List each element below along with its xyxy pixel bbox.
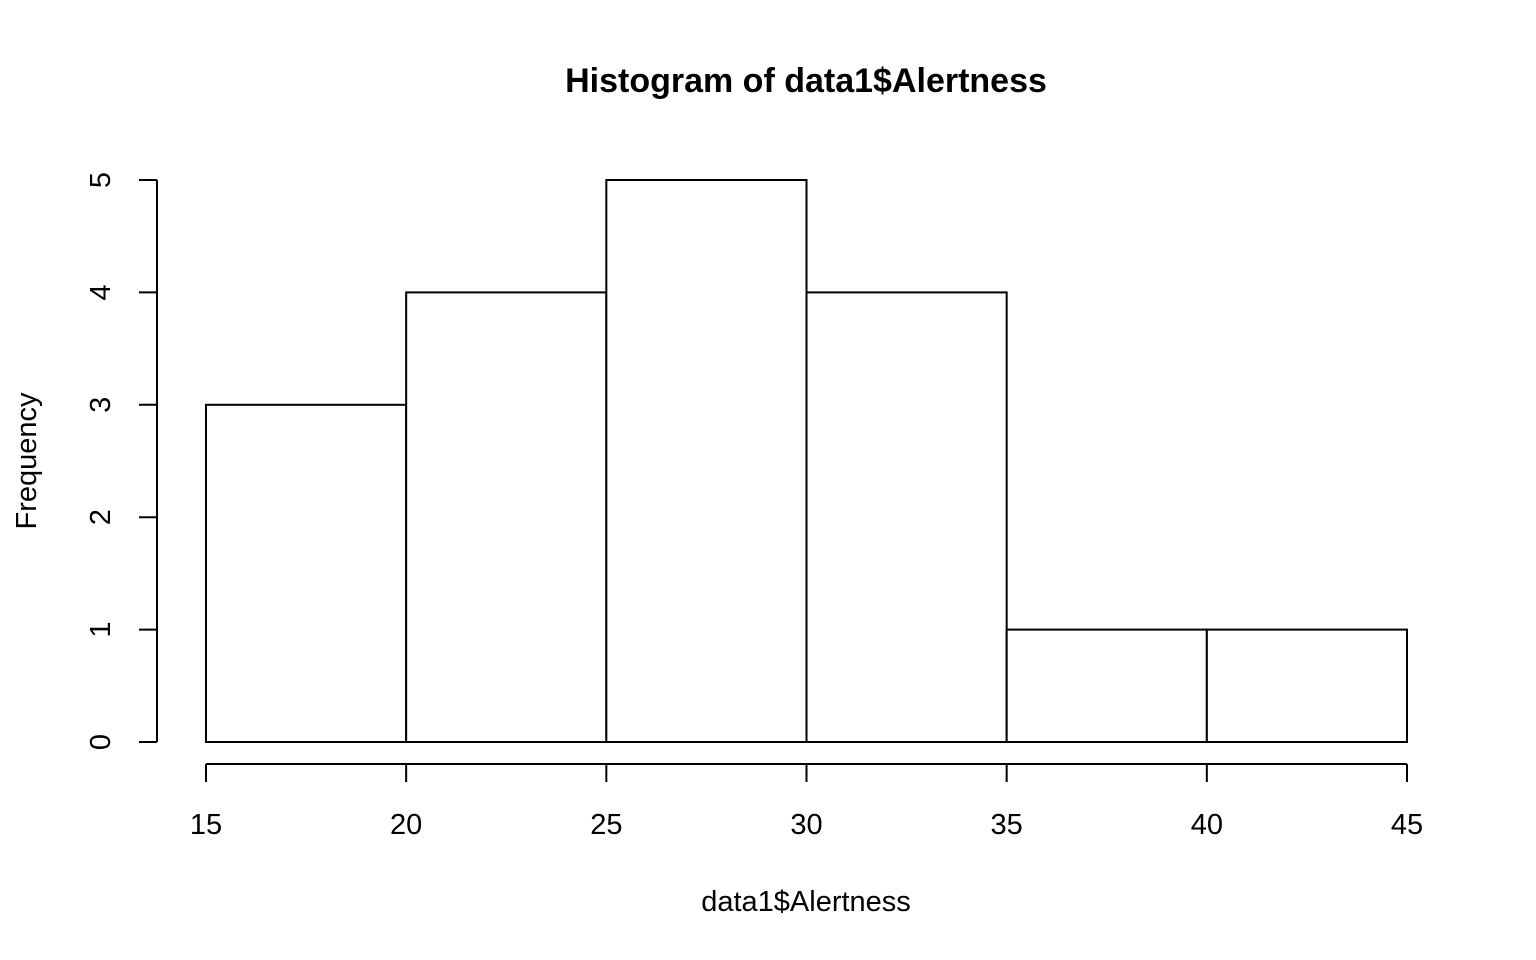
histogram-bar-0 — [205, 403, 408, 743]
histogram-bar-4 — [1005, 628, 1208, 743]
histogram-bar-5 — [1205, 628, 1409, 743]
x-tick-label-3: 30 — [790, 809, 822, 841]
chart-title: Histogram of data1$Alertness — [565, 62, 1047, 100]
y-tick-label-2: 2 — [85, 509, 117, 525]
y-axis-label: Frequency — [11, 392, 43, 530]
y-tick-label-3: 3 — [85, 397, 117, 413]
x-tick-label-6: 45 — [1391, 809, 1423, 841]
x-axis-label: data1$Alertness — [701, 886, 911, 918]
y-tick-label-1: 1 — [85, 622, 117, 638]
x-tick-label-4: 35 — [991, 809, 1023, 841]
x-tick-label-1: 20 — [390, 809, 422, 841]
y-tick-label-4: 4 — [85, 284, 117, 300]
bars-group — [205, 179, 1409, 743]
y-tick-label-5: 5 — [85, 172, 117, 188]
histogram-bar-2 — [605, 179, 808, 743]
y-tick-label-0: 0 — [85, 734, 117, 750]
x-tick-label-0: 15 — [190, 809, 222, 841]
histogram-bar-1 — [405, 291, 608, 743]
x-tick-label-2: 25 — [590, 809, 622, 841]
y-axis: 0 1 2 3 4 5 — [85, 172, 158, 750]
histogram-bar-3 — [805, 291, 1008, 743]
x-tick-label-5: 40 — [1191, 809, 1223, 841]
x-axis: 15 20 25 30 35 40 45 — [190, 763, 1423, 841]
